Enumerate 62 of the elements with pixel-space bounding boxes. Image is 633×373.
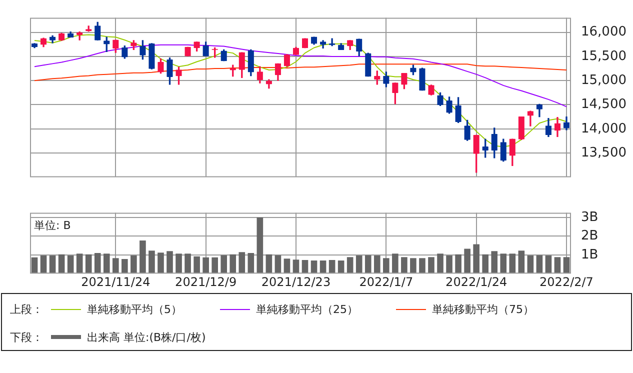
y-tick-label: 13,500 <box>581 145 626 160</box>
legend-label: 単純移動平均（5） <box>87 302 182 316</box>
bar <box>202 257 209 274</box>
bar <box>248 253 254 274</box>
bar <box>446 255 452 274</box>
x-tick-label: 2022/2/7 <box>540 274 594 289</box>
bar <box>212 257 218 274</box>
bar <box>500 254 507 274</box>
annotation: 単位: B <box>34 219 71 232</box>
bar <box>85 254 92 274</box>
bar <box>482 254 488 274</box>
bar <box>238 252 246 274</box>
bar <box>256 217 264 274</box>
x-tick-label: 2022/1/7 <box>359 274 414 289</box>
bar <box>176 254 182 274</box>
bar <box>130 255 137 274</box>
bar <box>374 255 380 274</box>
x-tick-label: 2021/12/23 <box>261 274 331 289</box>
bar <box>140 240 146 274</box>
bar <box>383 258 390 274</box>
x-tick-label: 2021/12/9 <box>175 274 237 289</box>
y-tick-label: 14,500 <box>581 97 626 112</box>
legend-title: 下段： <box>10 330 43 344</box>
bar <box>428 257 434 274</box>
bar <box>230 254 236 274</box>
bar <box>518 250 525 274</box>
y-tick-label: 14,000 <box>581 121 626 136</box>
bar <box>220 255 228 274</box>
bar <box>464 248 470 274</box>
bar <box>148 250 155 274</box>
bar <box>94 253 101 274</box>
y-tick-label: 2B <box>581 228 598 244</box>
y-tick-label: 1B <box>581 247 598 262</box>
bar <box>419 258 426 274</box>
bar <box>437 254 444 274</box>
bar <box>158 252 164 274</box>
bar <box>112 258 119 274</box>
x-tick-label: 2021/11/24 <box>81 274 150 289</box>
bar <box>184 254 191 274</box>
bar <box>364 255 372 274</box>
y-tick-label: 15,000 <box>581 72 626 88</box>
bar <box>401 257 408 274</box>
bar <box>76 254 83 274</box>
bar <box>491 251 498 274</box>
bar <box>473 244 480 274</box>
y-tick-label: 15,500 <box>581 48 626 64</box>
bar <box>509 254 516 274</box>
legend-title: 上段： <box>10 302 43 316</box>
bar <box>356 255 362 274</box>
legend-label: 単純移動平均（25） <box>256 302 358 316</box>
bar <box>455 254 462 274</box>
legend-label: 出来高 単位:(B株/口/枚) <box>87 330 206 344</box>
x-tick-label: 2022/1/24 <box>446 274 508 289</box>
bar <box>103 254 110 274</box>
bar <box>410 258 416 274</box>
bar <box>122 259 128 274</box>
bar <box>166 251 173 274</box>
bar <box>392 254 398 274</box>
bar <box>194 256 200 274</box>
y-tick-label: 16,000 <box>581 24 626 40</box>
legend-label: 単純移動平均（75） <box>432 302 534 316</box>
y-tick-label: 3B <box>581 210 598 225</box>
